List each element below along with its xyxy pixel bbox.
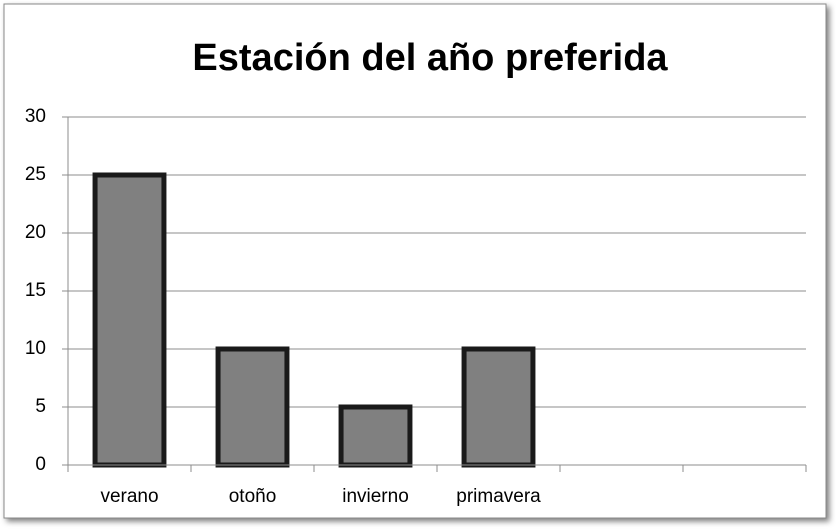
bar (215, 346, 290, 468)
chart-title: Estación del año preferida (192, 37, 668, 79)
bar (92, 172, 167, 468)
y-tick-label: 30 (25, 106, 46, 127)
x-tick-label: invierno (342, 486, 409, 507)
y-tick-label: 20 (25, 222, 46, 243)
y-tick-label: 15 (25, 280, 46, 301)
x-tick-label: otoño (229, 486, 277, 507)
y-tick-label: 10 (25, 338, 46, 359)
bar (461, 346, 536, 468)
x-tick-label: verano (100, 486, 158, 507)
y-tick-label: 0 (35, 454, 46, 475)
x-tick-label: primavera (456, 486, 541, 507)
bar (338, 404, 413, 468)
y-tick-label: 25 (25, 164, 46, 185)
y-tick-label: 5 (35, 396, 46, 417)
